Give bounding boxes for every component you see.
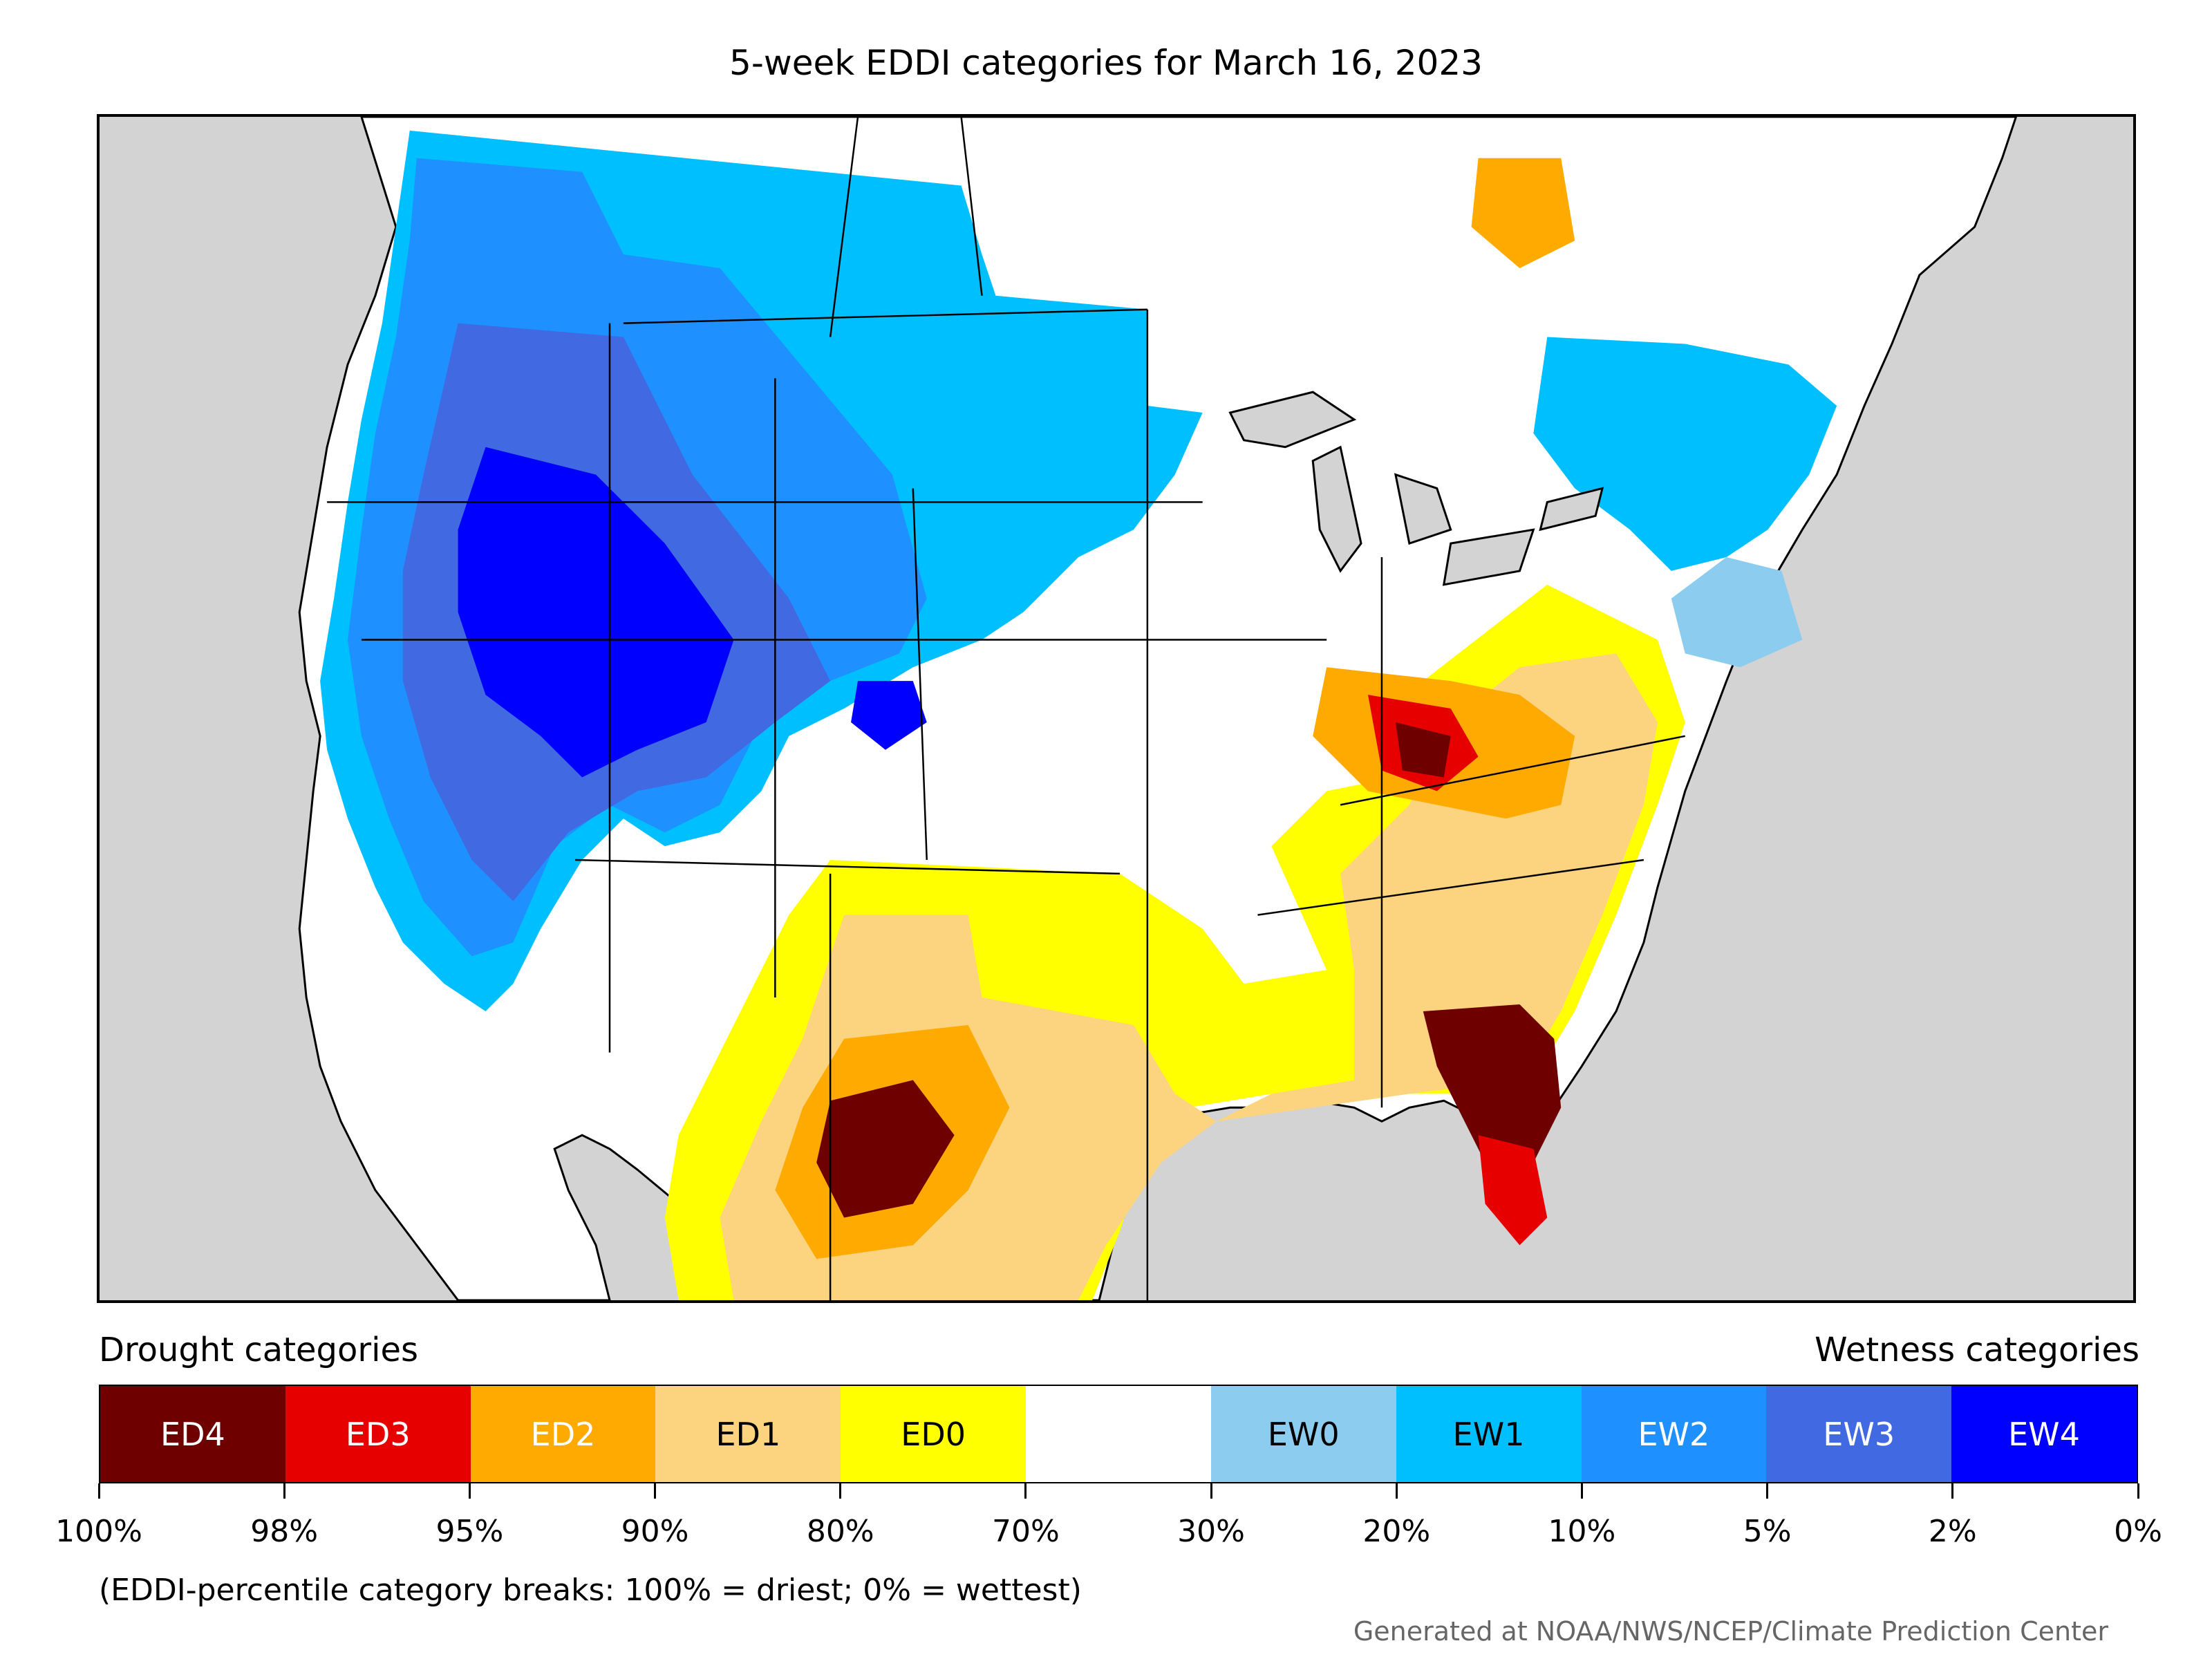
colorbar-segment-ew3: EW3 bbox=[1766, 1386, 1952, 1482]
wetness-ew0-northeast bbox=[1671, 557, 1803, 668]
state-boundaries bbox=[327, 117, 1686, 1300]
colorbar-segment-ed3: ED3 bbox=[285, 1386, 471, 1482]
colorbar-segment-ew4: EW4 bbox=[1951, 1386, 2137, 1482]
wetness-ew1-northeast bbox=[1533, 337, 1837, 571]
colorbar-tick-label: 80% bbox=[806, 1514, 874, 1549]
colorbar-segment-ew1: EW1 bbox=[1396, 1386, 1582, 1482]
colorbar-tick bbox=[283, 1483, 285, 1499]
drought-ed4-texas bbox=[816, 1080, 955, 1218]
wetness-ew4-colorado bbox=[851, 681, 927, 750]
drought-ed2-quebec bbox=[1471, 158, 1575, 268]
colorbar-ticks bbox=[97, 1483, 2139, 1525]
colorbar-segment-ew0: EW0 bbox=[1210, 1386, 1396, 1482]
drought-categories-heading: Drought categories bbox=[99, 1331, 418, 1369]
colorbar-tick-label: 10% bbox=[1548, 1514, 1616, 1549]
drought-ed3-florida bbox=[1478, 1135, 1548, 1246]
colorbar-tick-label: 30% bbox=[1177, 1514, 1245, 1549]
colorbar-segment-ed0: ED0 bbox=[841, 1386, 1027, 1482]
colorbar-tick-label: 70% bbox=[992, 1514, 1060, 1549]
colorbar-segment-ed1: ED1 bbox=[655, 1386, 841, 1482]
colorbar-segment-ed2: ED2 bbox=[470, 1386, 656, 1482]
colorbar-tick bbox=[654, 1483, 657, 1499]
colorbar-tick bbox=[839, 1483, 842, 1499]
colorbar-tick-label: 100% bbox=[55, 1514, 142, 1549]
great-lakes bbox=[1228, 391, 1604, 586]
colorbar-tick bbox=[2137, 1483, 2139, 1499]
colorbar-tick bbox=[1766, 1483, 1769, 1499]
colorbar-tick-label: 90% bbox=[621, 1514, 689, 1549]
colorbar-tick-label: 20% bbox=[1362, 1514, 1431, 1549]
credit-line: Generated at NOAA/NWS/NCEP/Climate Predi… bbox=[1353, 1616, 2108, 1647]
colorbar-segment-ew2: EW2 bbox=[1581, 1386, 1767, 1482]
wetness-categories-heading: Wetness categories bbox=[1815, 1331, 2139, 1369]
colorbar-tick bbox=[97, 1483, 100, 1499]
category-colorbar: ED4 ED3 ED2 ED1 ED0 EW0 EW1 EW2 EW3 EW4 bbox=[99, 1385, 2138, 1483]
colorbar-segment-none bbox=[1026, 1386, 1211, 1482]
colorbar-tick-label: 2% bbox=[1928, 1514, 1977, 1549]
colorbar-segment-ed4: ED4 bbox=[100, 1386, 285, 1482]
category-breaks-note: (EDDI-percentile category breaks: 100% =… bbox=[99, 1573, 1082, 1608]
colorbar-tick bbox=[1210, 1483, 1212, 1499]
colorbar-tick bbox=[1951, 1483, 1954, 1499]
map-canvas bbox=[298, 117, 2018, 1300]
map-title: 5-week EDDI categories for March 16, 202… bbox=[729, 43, 1483, 83]
wetness-ew4-west bbox=[458, 447, 734, 778]
colorbar-tick-label: 0% bbox=[2114, 1514, 2162, 1549]
colorbar-tick bbox=[468, 1483, 471, 1499]
colorbar-tick-label: 98% bbox=[250, 1514, 319, 1549]
eddi-map bbox=[97, 114, 2136, 1303]
colorbar-tick-label: 5% bbox=[1743, 1514, 1792, 1549]
colorbar-tick bbox=[1395, 1483, 1398, 1499]
colorbar-tick bbox=[1580, 1483, 1583, 1499]
drought-ed4-kentucky bbox=[1395, 722, 1451, 778]
drought-ed4-florida bbox=[1423, 1004, 1562, 1177]
colorbar-tick-label: 95% bbox=[435, 1514, 504, 1549]
colorbar-tick bbox=[1024, 1483, 1027, 1499]
